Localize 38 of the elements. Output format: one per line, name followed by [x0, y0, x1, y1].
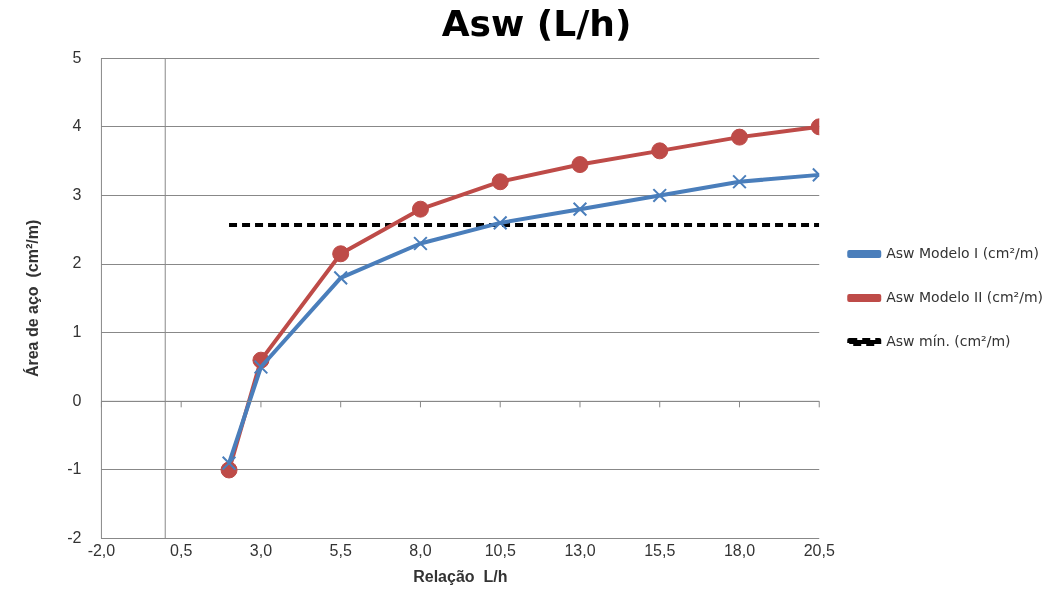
y-tick-label: 4 — [72, 117, 82, 135]
y-tick-label: 2 — [72, 254, 82, 272]
point — [732, 174, 747, 190]
point — [333, 270, 349, 286]
point — [253, 359, 269, 375]
point — [332, 245, 350, 263]
point — [413, 236, 428, 251]
x-tick-label: 3,0 — [249, 541, 273, 559]
x-tick-label: 20,5 — [803, 541, 835, 559]
chart-title: Asw (L/h) — [441, 2, 632, 44]
y-tick-label: -1 — [67, 460, 82, 478]
x-tick-label: 0,5 — [170, 541, 193, 559]
legend-label: Asw Modelo II (cm²/m) — [886, 288, 1044, 305]
x-tick-label: 15,5 — [644, 541, 676, 559]
legend-label: Asw Modelo I (cm²/m) — [886, 244, 1039, 261]
point — [651, 142, 669, 160]
point — [492, 215, 508, 231]
y-tick-label: 5 — [72, 48, 82, 66]
y-tick-label: 3 — [72, 185, 82, 203]
point — [730, 128, 748, 146]
x-tick-label: -2,0 — [87, 541, 116, 559]
x-tick-label: 18,0 — [723, 541, 756, 559]
x-tick-label: 13,0 — [564, 541, 596, 559]
legend-label: Asw mín. (cm²/m) — [886, 332, 1011, 349]
x-tick-label: 10,5 — [484, 541, 516, 559]
point — [221, 455, 237, 471]
x-tick-label: 8,0 — [409, 541, 432, 559]
point — [491, 173, 509, 191]
y-axis-title: Área de aço (cm²/m) — [23, 219, 42, 378]
y-tick-label: -2 — [67, 529, 82, 547]
x-tick-label: 5,5 — [329, 541, 352, 559]
y-tick-label: 1 — [72, 323, 82, 341]
point — [652, 188, 668, 203]
point — [572, 201, 588, 217]
y-tick-label: 0 — [72, 391, 82, 409]
x-axis-title: Relação L/h — [413, 567, 508, 585]
point — [571, 156, 589, 174]
point — [411, 200, 429, 218]
